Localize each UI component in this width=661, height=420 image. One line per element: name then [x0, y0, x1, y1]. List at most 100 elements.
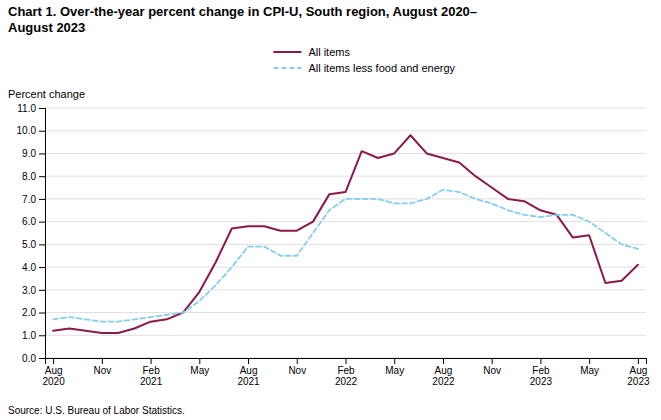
x-tick-label: Feb2023: [530, 365, 553, 387]
legend: All itemsAll items less food and energy: [273, 46, 455, 74]
y-axis-title: Percent change: [8, 88, 85, 100]
grid-line: [45, 289, 646, 290]
x-tick-mark: [638, 358, 639, 364]
x-axis-line: [46, 359, 647, 365]
grid-line: [45, 153, 646, 154]
x-tick-label: May: [580, 365, 599, 376]
x-tick: Nov: [483, 358, 501, 376]
y-tick: 1.0: [22, 330, 45, 341]
grid-line: [45, 221, 646, 222]
x-tick-label: May: [190, 365, 209, 376]
y-tick-label: 8.0: [22, 171, 36, 182]
x-tick-label: Aug2023: [627, 365, 650, 387]
y-tick-mark: [39, 358, 45, 359]
title-line: Chart 1. Over-the-year percent change in…: [8, 4, 477, 19]
y-axis-line: [39, 109, 46, 359]
y-tick: 9.0: [22, 148, 45, 159]
grid-line: [45, 267, 646, 268]
x-tick: Feb2021: [140, 358, 163, 387]
y-tick: 10.0: [17, 125, 45, 136]
grid-line: [45, 312, 646, 313]
y-tick-label: 10.0: [17, 125, 37, 136]
y-tick-mark: [39, 267, 45, 268]
y-tick: 7.0: [22, 194, 45, 205]
x-tick-label-line: Nov: [93, 365, 111, 376]
y-tick: 4.0: [22, 262, 45, 273]
x-tick-label: Aug2022: [432, 365, 455, 387]
plot: 0.01.02.03.04.05.06.07.08.09.010.011.0Au…: [17, 103, 650, 387]
y-axis: 0.01.02.03.04.05.06.07.08.09.010.011.0: [17, 103, 46, 364]
y-tick-mark: [39, 313, 45, 314]
x-tick-mark: [394, 358, 395, 364]
x-tick-label-line: Aug: [629, 365, 647, 376]
x-tick-label-line: Nov: [483, 365, 501, 376]
x-tick-label-line: Aug: [435, 365, 453, 376]
y-tick-mark: [39, 108, 45, 109]
x-tick-label: Aug2021: [237, 365, 260, 387]
title-line: August 2023: [8, 20, 85, 35]
x-tick-mark: [248, 358, 249, 364]
y-tick: 5.0: [22, 239, 45, 250]
x-tick: May: [385, 358, 404, 376]
x-tick-label-line: 2021: [237, 376, 260, 387]
x-tick-mark: [346, 358, 347, 364]
grid-line: [45, 108, 646, 109]
x-tick: Aug2022: [432, 358, 455, 387]
x-tick-label: Feb2021: [140, 365, 163, 387]
x-tick-label-line: 2023: [627, 376, 650, 387]
x-tick-mark: [540, 358, 541, 364]
legend-item: All items less food and energy: [273, 62, 455, 74]
y-tick-label: 1.0: [22, 330, 36, 341]
x-tick: Nov: [93, 358, 111, 376]
series-line: [53, 190, 638, 322]
x-tick: Nov: [288, 358, 306, 376]
y-tick-mark: [39, 153, 45, 154]
x-tick-label-line: Nov: [288, 365, 306, 376]
x-tick-label-line: May: [580, 365, 599, 376]
x-tick-label-line: Aug: [240, 365, 258, 376]
grid-line: [45, 244, 646, 245]
x-tick-label-line: 2020: [42, 376, 65, 387]
x-tick-label: Feb2022: [335, 365, 358, 387]
x-tick-label-line: Feb: [142, 365, 160, 376]
grid-line: [45, 130, 646, 131]
title: Chart 1. Over-the-year percent change in…: [8, 4, 477, 35]
y-tick-label: 5.0: [22, 239, 36, 250]
x-tick: Aug2023: [627, 358, 650, 387]
x-tick: Aug2020: [42, 358, 65, 387]
x-tick-label-line: Aug: [45, 365, 63, 376]
y-tick-label: 6.0: [22, 216, 36, 227]
x-tick-label-line: 2022: [335, 376, 358, 387]
y-tick-mark: [39, 176, 45, 177]
chart: Chart 1. Over-the-year percent change in…: [0, 0, 661, 420]
x-tick-mark: [443, 358, 444, 364]
y-tick-mark: [39, 222, 45, 223]
x-tick: Feb2023: [530, 358, 553, 387]
grid-line: [45, 335, 646, 336]
x-tick-label: May: [385, 365, 404, 376]
y-tick: 8.0: [22, 171, 45, 182]
x-tick: May: [190, 358, 209, 376]
x-tick-label-line: 2022: [432, 376, 455, 387]
x-tick-mark: [589, 358, 590, 364]
x-tick-label-line: 2023: [530, 376, 553, 387]
legend-swatch: [273, 67, 301, 69]
x-tick-mark: [297, 358, 298, 364]
y-tick: 6.0: [22, 216, 45, 227]
series-group: [53, 135, 638, 333]
y-tick: 3.0: [22, 285, 45, 296]
y-tick-label: 3.0: [22, 285, 36, 296]
y-tick-mark: [39, 335, 45, 336]
y-tick-label: 0.0: [22, 353, 36, 364]
y-tick-mark: [39, 199, 45, 200]
y-tick-label: 2.0: [22, 307, 36, 318]
x-tick: Aug2021: [237, 358, 260, 387]
x-axis: Aug2020NovFeb2021MayAug2021NovFeb2022May…: [42, 358, 649, 387]
grid-line: [45, 198, 646, 199]
x-tick: Feb2022: [335, 358, 358, 387]
x-tick-label: Nov: [483, 365, 501, 376]
y-tick: 0.0: [22, 353, 45, 364]
x-tick-mark: [199, 358, 200, 364]
y-tick-label: 4.0: [22, 262, 36, 273]
x-tick-label: Nov: [288, 365, 306, 376]
